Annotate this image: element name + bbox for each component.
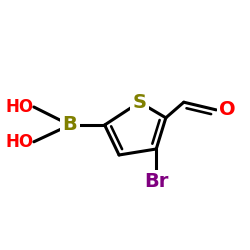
Text: B: B — [62, 116, 77, 134]
Text: S: S — [132, 93, 146, 112]
Text: HO: HO — [6, 133, 34, 151]
Text: Br: Br — [144, 172, 169, 191]
Text: O: O — [218, 100, 235, 119]
Text: HO: HO — [6, 98, 34, 116]
